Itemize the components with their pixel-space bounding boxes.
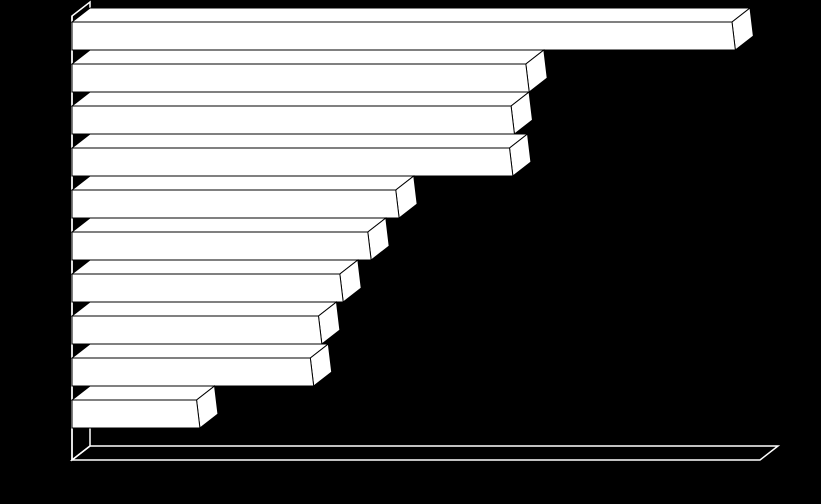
bar (72, 344, 332, 386)
bar (72, 50, 547, 92)
bar (72, 260, 361, 302)
axis-floor (72, 446, 778, 460)
bar (72, 302, 340, 344)
bar (72, 218, 389, 260)
bar (72, 92, 532, 134)
bar (72, 8, 753, 50)
bar (72, 386, 218, 428)
bar-chart-3d (0, 0, 821, 504)
bar (72, 134, 531, 176)
bar (72, 176, 417, 218)
